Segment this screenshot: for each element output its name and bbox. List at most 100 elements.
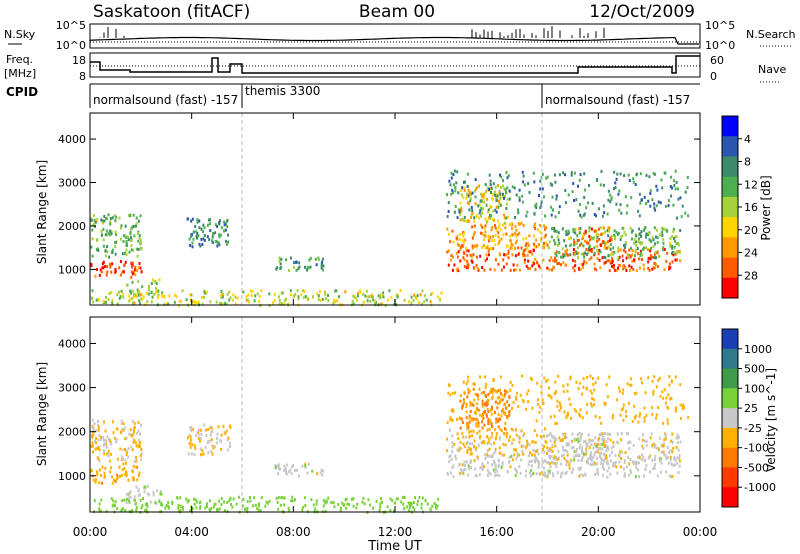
velocity-cell xyxy=(606,445,609,449)
power-cell xyxy=(467,263,470,267)
velocity-cell xyxy=(402,502,405,506)
velocity-cell xyxy=(94,447,97,451)
velocity-cell xyxy=(197,431,199,435)
power-cell xyxy=(472,253,475,257)
velocity-cell xyxy=(210,507,212,511)
power-cell xyxy=(296,289,299,293)
velocity-cell xyxy=(133,440,136,444)
power-cell xyxy=(534,245,537,249)
power-cell xyxy=(504,226,507,230)
power-cell xyxy=(556,243,559,247)
velocity-cell xyxy=(568,463,571,467)
power-cell xyxy=(583,259,586,263)
velocity-cell xyxy=(456,432,459,436)
power-cell xyxy=(514,241,517,245)
velocity-cell xyxy=(199,500,202,504)
power-cell xyxy=(620,211,623,215)
velocity-cell xyxy=(206,502,209,506)
power-cell xyxy=(499,196,502,200)
power-cell xyxy=(653,252,656,256)
power-cell xyxy=(321,297,324,301)
power-cell xyxy=(495,228,498,232)
velocity-cell xyxy=(545,434,548,438)
velocity-cell xyxy=(486,435,489,439)
power-cell xyxy=(114,241,117,244)
velocity-cell xyxy=(535,419,538,423)
power-cell xyxy=(553,259,556,263)
velocity-cell xyxy=(413,501,415,505)
velocity-cell xyxy=(563,456,566,460)
power-cell xyxy=(608,269,611,273)
power-cell xyxy=(109,262,112,266)
velocity-cell xyxy=(594,436,597,440)
velocity-cell xyxy=(179,504,182,508)
velocity-cell xyxy=(116,457,119,461)
power-cell xyxy=(663,171,666,175)
power-cell xyxy=(480,223,483,227)
velocity-cell xyxy=(420,506,423,510)
velocity-cell xyxy=(290,472,293,476)
velocity-cell xyxy=(578,446,581,450)
power-cell xyxy=(619,172,622,176)
power-colorbar-tick-label: 24 xyxy=(744,247,758,260)
velocity-cell xyxy=(484,457,487,460)
velocity-cell xyxy=(137,438,140,442)
velocity-cell xyxy=(447,391,450,395)
velocity-cell xyxy=(200,453,202,457)
velocity-cell xyxy=(584,439,587,443)
velocity-cell xyxy=(123,498,126,502)
velocity-cell xyxy=(155,501,158,505)
velocity-cell xyxy=(481,399,484,403)
velocity-cell xyxy=(608,466,611,470)
power-cell xyxy=(458,208,461,212)
velocity-cell xyxy=(467,388,470,391)
power-cell xyxy=(120,289,123,293)
velocity-cell xyxy=(197,428,200,432)
power-cell xyxy=(654,242,657,246)
power-cell xyxy=(491,197,494,201)
power-cell xyxy=(396,293,399,297)
power-cell xyxy=(612,252,615,256)
power-cell xyxy=(139,293,142,297)
power-cell xyxy=(105,229,108,233)
velocity-cell xyxy=(125,453,128,456)
velocity-cell xyxy=(606,469,609,473)
power-cell xyxy=(136,247,139,251)
velocity-cell xyxy=(571,432,574,436)
power-cell xyxy=(197,300,200,304)
power-cell xyxy=(118,266,121,270)
velocity-cell xyxy=(547,449,550,452)
power-cell xyxy=(573,243,576,247)
velocity-cell xyxy=(604,402,607,405)
power-cell xyxy=(279,262,282,266)
power-cell xyxy=(220,293,223,297)
power-cell xyxy=(544,214,546,218)
velocity-cell xyxy=(487,440,490,444)
velocity-cell xyxy=(391,499,394,502)
velocity-cell xyxy=(490,387,493,391)
power-cell xyxy=(489,267,492,271)
power-cell xyxy=(497,262,500,266)
power-cell xyxy=(579,243,581,247)
n-search-label: N.Search xyxy=(746,28,796,41)
power-cell xyxy=(585,248,588,251)
power-cell xyxy=(155,286,157,290)
velocity-cell xyxy=(553,440,556,444)
power-cell xyxy=(575,198,578,202)
power-cell xyxy=(573,251,576,255)
power-cell xyxy=(362,300,365,304)
power-cell xyxy=(632,180,635,184)
power-cell xyxy=(483,233,486,237)
power-cell xyxy=(454,205,457,208)
power-cell xyxy=(289,289,292,293)
xtick-label: 16:00 xyxy=(479,525,514,539)
power-cell xyxy=(642,263,645,267)
velocity-cell xyxy=(195,506,198,510)
velocity-cell xyxy=(210,426,213,430)
velocity-cell xyxy=(244,507,247,511)
velocity-cell xyxy=(525,469,527,473)
velocity-cell xyxy=(487,410,490,413)
velocity-cell xyxy=(622,418,625,422)
velocity-cell xyxy=(554,391,557,394)
velocity-cell xyxy=(466,460,468,464)
